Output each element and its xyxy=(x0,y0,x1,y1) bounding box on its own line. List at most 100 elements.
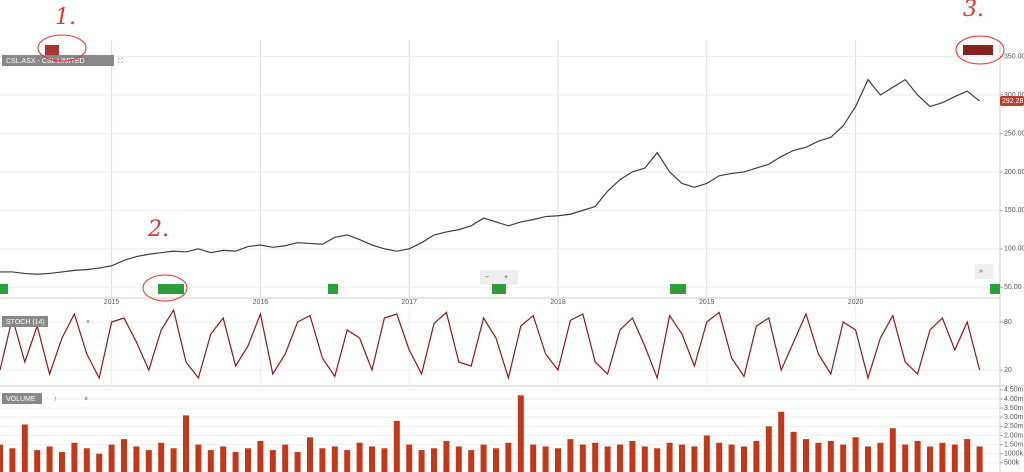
series-line xyxy=(0,308,981,381)
volume-tag[interactable] xyxy=(2,393,42,404)
x-tick-label: 2017 xyxy=(401,299,417,306)
volume-bar xyxy=(108,444,115,472)
event-marker[interactable] xyxy=(492,284,506,294)
volume-bar xyxy=(21,424,28,472)
annotation-circle xyxy=(142,274,188,302)
volume-bar xyxy=(331,446,338,472)
indicator-tag[interactable] xyxy=(2,316,48,327)
volume-bar xyxy=(220,446,227,472)
annotation: 2. xyxy=(147,217,169,242)
volume-bar xyxy=(121,439,127,472)
volume-bar xyxy=(778,411,785,472)
volume-bar xyxy=(269,450,276,472)
volume-bar xyxy=(207,450,214,472)
volume-bar xyxy=(245,448,251,472)
volume-bar xyxy=(46,446,53,472)
volume-bar xyxy=(728,444,735,472)
volume-bar xyxy=(604,446,611,472)
volume-bar xyxy=(71,442,78,472)
volume-bar xyxy=(282,444,289,472)
y-tick-label: 2.50m xyxy=(1004,423,1024,430)
volume-bar xyxy=(96,453,103,472)
volume-bar xyxy=(183,415,189,472)
close-icon[interactable]: × xyxy=(84,396,88,403)
event-marker[interactable] xyxy=(963,45,993,55)
x-tick-label: 2016 xyxy=(253,299,269,306)
y-tick-label: 4.50m xyxy=(1004,387,1024,394)
last-price-tag xyxy=(1000,95,1024,106)
volume-bar xyxy=(356,442,363,472)
volume-bar xyxy=(393,420,400,472)
volume-bar xyxy=(517,395,524,472)
y-tick-label: 4.00m xyxy=(1004,396,1024,403)
event-marker[interactable] xyxy=(990,284,1000,294)
volume-bar xyxy=(679,444,685,472)
volume-bar xyxy=(0,444,3,472)
volume-bar xyxy=(914,440,921,472)
fullscreen-icon[interactable]: ⛶ xyxy=(118,57,123,65)
event-marker[interactable] xyxy=(670,284,686,294)
zoom-in[interactable]: + xyxy=(504,274,508,281)
volume-label: VOLUME xyxy=(6,396,36,403)
volume-bar xyxy=(505,442,512,472)
volume-bar xyxy=(939,442,946,472)
volume-bar xyxy=(9,448,16,472)
volume-bar xyxy=(865,446,871,472)
volume-bar xyxy=(617,444,623,472)
volume-bar xyxy=(83,448,90,472)
event-marker[interactable] xyxy=(158,284,184,294)
volume-bar xyxy=(654,448,661,472)
volume-bar xyxy=(852,437,859,472)
volume-bar xyxy=(877,442,884,472)
volume-bar xyxy=(815,442,822,472)
volume-bar xyxy=(294,451,301,472)
scroll-button[interactable] xyxy=(975,264,993,279)
y-tick-label: 20 xyxy=(1004,367,1012,374)
zoom-out[interactable]: − xyxy=(485,274,489,281)
volume-bar xyxy=(480,444,487,472)
up-icon[interactable]: ↑ xyxy=(54,396,58,403)
y-tick-label: 1000k xyxy=(1004,451,1024,458)
volume-bar xyxy=(530,444,537,472)
y-tick-label: 350.00 xyxy=(1004,53,1024,60)
volume-bar xyxy=(666,442,673,472)
volume-bar xyxy=(344,450,351,472)
annotation-circle xyxy=(955,35,1005,65)
y-tick-label: 3.00m xyxy=(1004,414,1024,421)
y-tick-label: 1.50m xyxy=(1004,441,1024,448)
volume-bar xyxy=(307,437,313,472)
annotation-circle xyxy=(37,34,87,62)
y-tick-label: 250.00 xyxy=(1004,130,1024,137)
volume-bar xyxy=(567,439,574,472)
volume-bar xyxy=(369,446,375,472)
close-icon[interactable]: × xyxy=(86,319,90,326)
y-tick-label: 50.00 xyxy=(1004,284,1022,291)
event-marker[interactable] xyxy=(328,284,338,294)
volume-bar xyxy=(381,448,388,472)
volume-bar xyxy=(976,446,983,472)
volume-bar xyxy=(493,448,499,472)
y-tick-label: 300.00 xyxy=(1004,92,1024,99)
x-tick-label: 2019 xyxy=(699,299,715,306)
volume-bar xyxy=(170,448,177,472)
y-tick-label: 150.00 xyxy=(1004,207,1024,214)
volume-bar xyxy=(790,431,797,472)
last-price-label: 292.28 xyxy=(1002,98,1024,105)
volume-bar xyxy=(840,444,847,472)
volume-bar xyxy=(641,446,648,472)
volume-bar xyxy=(195,444,202,472)
volume-bar xyxy=(629,440,636,472)
event-marker[interactable] xyxy=(0,284,8,294)
y-tick-label: 3.50m xyxy=(1004,405,1024,412)
volume-bar xyxy=(741,446,747,472)
volume-bar xyxy=(34,450,41,472)
scroll-icon: » xyxy=(979,268,983,275)
event-marker[interactable] xyxy=(45,45,59,55)
volume-bar xyxy=(418,450,425,472)
volume-bar xyxy=(691,446,698,472)
volume-bar xyxy=(455,446,462,472)
volume-bar xyxy=(319,448,326,472)
series-line xyxy=(0,78,980,275)
